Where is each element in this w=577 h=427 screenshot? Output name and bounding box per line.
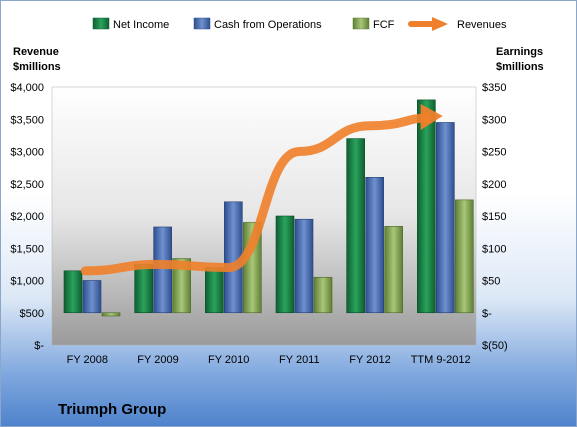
revenue-line — [80, 104, 443, 276]
right-tick-label: $200 — [482, 179, 506, 191]
category-label: FY 2010 — [208, 354, 249, 366]
cash-from-operations-bar — [436, 122, 455, 314]
fcf-bar — [455, 199, 474, 314]
right-tick-label: $300 — [482, 114, 506, 126]
category-axis: FY 2008 FY 2009 FY 2010 FY 2011 FY 2012 TTM 9… — [67, 354, 471, 366]
revenues-arrowhead — [420, 104, 443, 131]
right-axis-title-line2: $millions — [496, 61, 544, 73]
right-axis-title-line1: Earnings — [496, 46, 543, 58]
left-axis-title-line1: Revenue — [13, 46, 59, 58]
category-label: TTM 9-2012 — [411, 354, 471, 366]
cash-from-operations-bar — [153, 226, 172, 314]
company-name: Triumph Group — [58, 401, 166, 418]
left-tick-label: $2,000 — [10, 211, 44, 223]
left-tick-label: $2,500 — [10, 179, 44, 191]
left-tick-label: $1,500 — [10, 243, 44, 255]
legend-label-revenues: Revenues — [457, 19, 507, 31]
revenues-line — [80, 113, 432, 276]
category-label: FY 2012 — [349, 354, 390, 366]
legend-label-fcf: FCF — [373, 19, 395, 31]
right-axis: $(50) $- $50 $100 $150 $200 $250 $300 $350 — [482, 82, 508, 352]
left-tick-label: $500 — [20, 308, 44, 320]
cash-from-operations-bar — [365, 177, 384, 314]
left-tick-label: $3,000 — [10, 147, 44, 159]
right-tick-label: $350 — [482, 82, 506, 94]
category-label: FY 2011 — [279, 354, 320, 366]
left-tick-label: $1,000 — [10, 276, 44, 288]
left-tick-label: $3,500 — [10, 114, 44, 126]
net-income-bar — [134, 264, 153, 314]
net-income-bar — [417, 99, 436, 314]
cash-from-operations-bar — [82, 280, 102, 314]
right-tick-label: $150 — [482, 211, 506, 223]
cash-from-operations-bar — [294, 218, 314, 314]
legend-label-net-income: Net Income — [113, 19, 169, 31]
right-tick-label: $(50) — [482, 340, 508, 352]
net-income-bar — [346, 138, 365, 314]
fcf-bar — [313, 276, 333, 314]
right-tick-label: $100 — [482, 243, 506, 255]
net-income-bar — [205, 267, 224, 314]
left-axis-title-line2: $millions — [13, 61, 61, 73]
legend-swatch-net-income — [92, 17, 110, 30]
net-income-bar — [275, 215, 295, 314]
legend-label-cash: Cash from Operations — [214, 19, 322, 31]
fcf-bar — [172, 258, 191, 314]
legend-arrowhead-revenues — [432, 17, 448, 31]
left-tick-label: $- — [34, 340, 44, 352]
right-tick-label: $- — [482, 308, 492, 320]
legend-swatch-cash — [193, 17, 211, 30]
legend-swatch-fcf — [352, 17, 370, 30]
fcf-bar — [101, 312, 121, 317]
left-axis: $- $500 $1,000 $1,500 $2,000 $2,500 $3,000 $3,5… — [10, 82, 44, 352]
right-tick-label: $250 — [482, 147, 506, 159]
category-label: FY 2009 — [137, 354, 178, 366]
category-label: FY 2008 — [67, 354, 108, 366]
left-tick-label: $4,000 — [10, 82, 44, 94]
right-tick-label: $50 — [482, 276, 500, 288]
net-income-bar — [63, 270, 83, 314]
bars — [63, 99, 474, 317]
legend: Net Income Cash from Operations FCF Reve… — [92, 17, 507, 31]
fcf-bar — [384, 226, 403, 314]
